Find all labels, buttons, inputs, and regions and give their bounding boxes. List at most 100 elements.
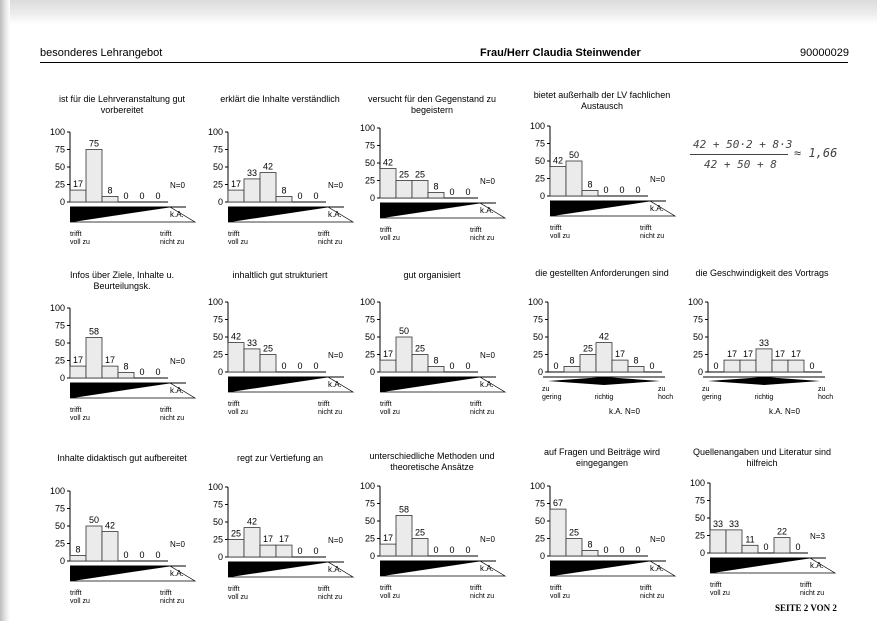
agreement-wedge-light (227, 376, 355, 393)
bar-value-label: 22 (777, 527, 787, 537)
y-tick-label: 100 (208, 127, 223, 137)
bar-value-label: 42 (383, 158, 393, 168)
bar (427, 192, 445, 199)
scale-left-label: voll zu (380, 409, 400, 416)
page-footer: SEITE 2 VON 2 (775, 603, 837, 613)
agreement-wedge-light (379, 376, 507, 393)
chart-title: bietet außerhalb der LV fachlichen (534, 90, 670, 100)
chart-title: ist für die Lehrveranstaltung gut (59, 94, 186, 104)
no-answer-label: k.A. (650, 204, 664, 213)
scale-left-label: voll zu (70, 598, 90, 605)
n-label: k.A. N=0 (609, 407, 640, 416)
chart-title: Austausch (581, 101, 623, 111)
scale-left-label: trifft (70, 231, 82, 238)
scale-right-label: trifft (318, 586, 330, 593)
scale-left-label: trifft (550, 585, 562, 592)
n-label: N=0 (480, 177, 495, 186)
scale-right-label: zu (818, 386, 826, 393)
scan-left-band (0, 0, 10, 621)
scale-left-label: trifft (228, 586, 240, 593)
y-tick-label: 50 (535, 156, 545, 166)
y-tick-label: 0 (370, 551, 375, 561)
chart-title: theoretische Ansätze (390, 462, 474, 472)
chart-2: erklärt die Inhalte verständlich 0 25 50 75 1… (208, 94, 355, 246)
bar-value-label: 0 (123, 191, 128, 201)
bar-value-label: 0 (313, 361, 318, 371)
scale-left-label: trifft (380, 585, 392, 592)
y-tick-label: 50 (213, 332, 223, 342)
y-tick-label: 50 (213, 162, 223, 172)
n-label: N=0 (328, 536, 343, 545)
bar (565, 538, 583, 557)
y-tick-label: 25 (365, 534, 375, 544)
bar-value-label: 0 (297, 361, 302, 371)
bar-value-label: 8 (123, 361, 128, 371)
bar-value-label: 0 (553, 361, 558, 371)
bar-value-label: 17 (615, 349, 625, 359)
scale-left-label: voll zu (228, 594, 248, 601)
scale-left-label: trifft (228, 401, 240, 408)
bar-value-label: 0 (139, 191, 144, 201)
bar (723, 359, 741, 373)
chart-11: regt zur Vertiefung an 0 25 50 75 100 25 42 17 17… (208, 453, 355, 601)
scale-right-label: trifft (640, 585, 652, 592)
chart-8: die gestellten Anforderungen sind 0 25 50 75… (528, 268, 673, 416)
y-tick-label: 25 (55, 180, 65, 190)
scale-right-label: nicht zu (470, 409, 494, 416)
y-tick-label: 25 (533, 350, 543, 360)
formula-fraction-bar (690, 154, 788, 155)
scale-right-label: nicht zu (318, 409, 342, 416)
bar-value-label: 17 (73, 355, 83, 365)
bar-value-label: 0 (603, 185, 608, 195)
handwritten-formula: 42 + 50·2 + 8·3 42 + 50 + 8 ≈ 1,66 (690, 138, 840, 182)
y-tick-label: 75 (213, 500, 223, 510)
bar-value-label: 25 (263, 344, 273, 354)
scale-left-label: gering (702, 394, 722, 401)
chart-1: ist für die Lehrveranstaltung gutvorbere… (50, 94, 197, 246)
bar-value-label: 25 (415, 170, 425, 180)
y-tick-label: 100 (360, 481, 375, 491)
n-label: N=0 (170, 357, 185, 366)
y-tick-label: 100 (208, 482, 223, 492)
formula-numerator: 42 + 50·2 + 8·3 (693, 138, 793, 151)
agreement-wedge-light (69, 382, 197, 399)
chart-title: vorbereitet (101, 105, 144, 115)
bar (227, 539, 245, 558)
scale-left-label: trifft (70, 590, 82, 597)
no-answer-label: k.A. (480, 564, 494, 573)
bar (725, 529, 743, 554)
scale-left-label: voll zu (70, 239, 90, 246)
scale-right-label: hoch (658, 394, 673, 401)
scale-right-label: trifft (318, 401, 330, 408)
y-tick-label: 25 (213, 180, 223, 190)
bar-value-label: 17 (105, 355, 115, 365)
bar (787, 359, 805, 373)
y-tick-label: 0 (218, 197, 223, 207)
bar (549, 508, 567, 557)
bar-value-label: 75 (89, 139, 99, 149)
y-tick-label: 50 (365, 332, 375, 342)
y-tick-label: 0 (700, 548, 705, 558)
scale-left-label: trifft (550, 225, 562, 232)
y-tick-label: 25 (365, 176, 375, 186)
bar-value-label: 17 (791, 349, 801, 359)
agreement-wedge-light (549, 200, 677, 217)
header-lecturer-name: Frau/Herr Claudia Steinwender (480, 47, 641, 59)
chart-title: die gestellten Anforderungen sind (535, 268, 669, 278)
y-tick-label: 100 (208, 297, 223, 307)
bar-value-label: 17 (743, 349, 753, 359)
bar (275, 544, 293, 558)
bar (411, 538, 429, 557)
bar-value-label: 42 (263, 162, 273, 172)
bar (259, 544, 277, 558)
n-label: N=3 (810, 532, 825, 541)
scale-right-label: nicht zu (640, 233, 664, 240)
bar (101, 196, 119, 203)
bar (595, 342, 613, 373)
n-label: N=0 (328, 351, 343, 360)
bar-value-label: 0 (449, 361, 454, 371)
scale-left-label: trifft (228, 231, 240, 238)
n-label: N=0 (650, 175, 665, 184)
chart-14: Quellenangaben und Literatur sindhilfrei… (690, 447, 837, 597)
chart-title: gut organisiert (403, 270, 461, 280)
